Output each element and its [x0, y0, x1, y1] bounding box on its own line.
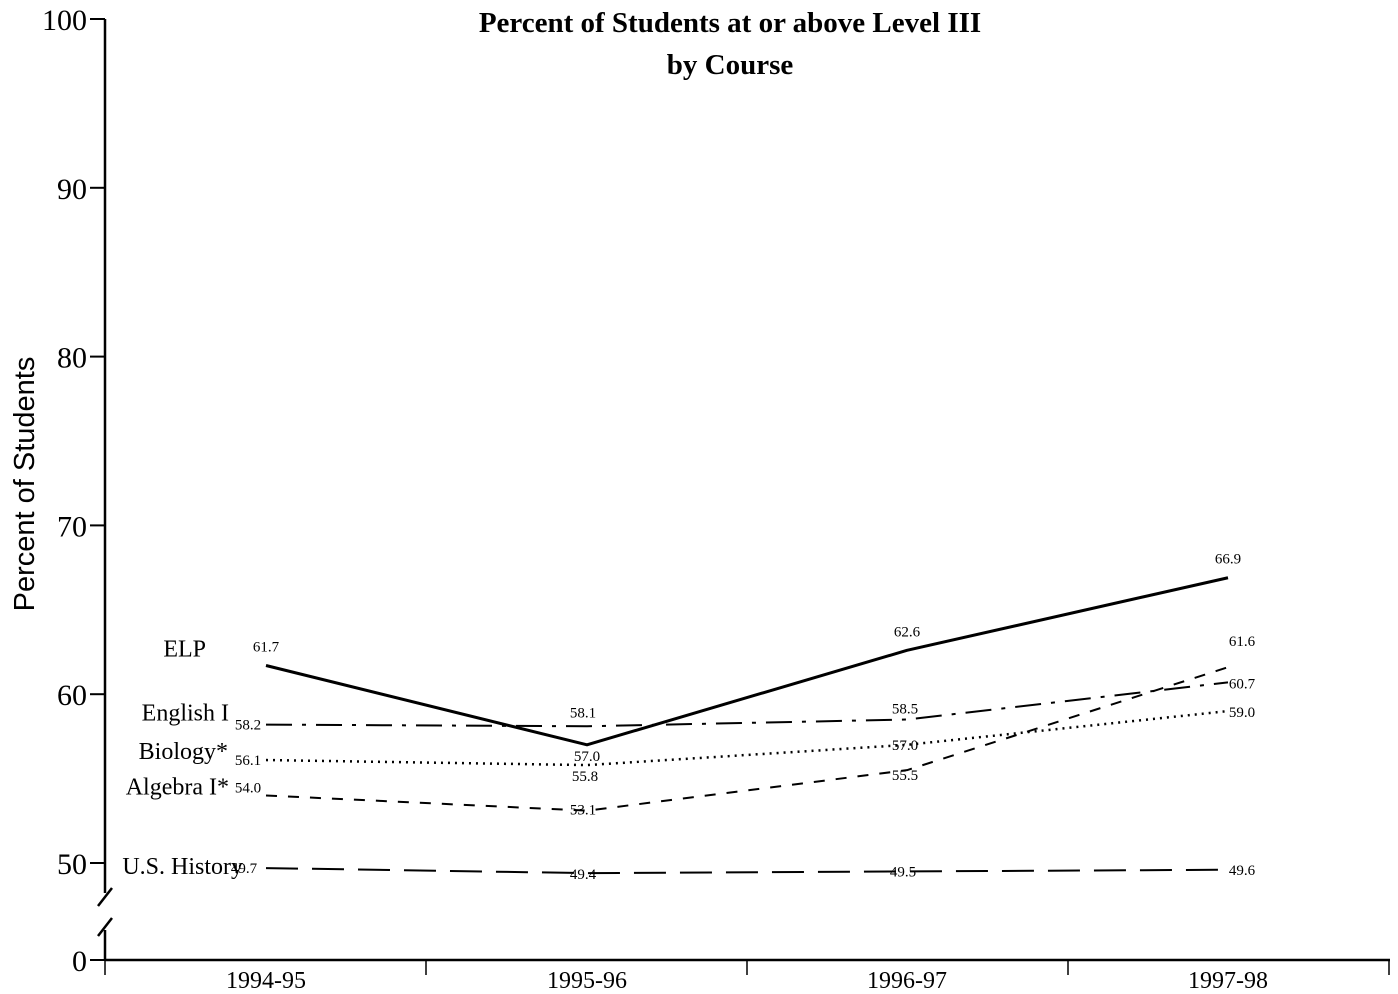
chart-title: Percent of Students at or above Level II… — [479, 7, 981, 39]
series-line — [265, 867, 1229, 875]
data-label: 54.0 — [235, 780, 261, 796]
data-label: 57.0 — [574, 749, 600, 765]
y-tick-label: 100 — [42, 4, 87, 37]
data-label: 61.6 — [1229, 634, 1256, 650]
axes: 0 50 60 70 80 90 100 1994-95 1995-96 1996-97 1997-… — [42, 4, 1390, 994]
data-label: 58.1 — [570, 705, 596, 721]
y-tick-label: 70 — [57, 510, 87, 543]
chart-subtitle: by Course — [667, 49, 794, 81]
data-label: 49.7 — [231, 861, 258, 877]
axis-break-mark-upper — [97, 887, 113, 907]
data-label: 49.4 — [570, 867, 597, 883]
series-biology: Biology* 56.1 55.8 57.0 59.0 — [139, 705, 1255, 785]
x-tick-label: 1996-97 — [867, 968, 947, 994]
y-axis-label: Percent of Students — [9, 357, 41, 612]
series-name-label: U.S. History — [122, 854, 243, 880]
data-label: 49.5 — [890, 864, 916, 880]
data-label: 59.0 — [1229, 705, 1255, 721]
series-algebra-i: Algebra I* 54.0 53.1 55.5 61.6 — [126, 634, 1256, 818]
data-label: 55.8 — [572, 769, 598, 785]
series-name-label: Algebra I* — [126, 774, 229, 800]
x-tick-label: 1997-98 — [1188, 968, 1268, 994]
y-tick-label: 60 — [57, 679, 87, 712]
x-tick-label: 1995-96 — [547, 968, 627, 994]
series-english-i: English I 58.2 58.1 58.5 60.7 — [142, 676, 1256, 733]
series-line — [265, 681, 1229, 728]
data-label: 57.0 — [892, 738, 918, 754]
series-line — [265, 576, 1229, 747]
y-tick-label: 0 — [72, 945, 87, 978]
y-tick-label: 50 — [57, 848, 87, 881]
data-label: 53.1 — [570, 803, 596, 819]
data-label: 61.7 — [253, 640, 280, 656]
axis-break-mark-lower — [97, 917, 113, 937]
series-name-label: Biology* — [139, 739, 228, 765]
data-label: 60.7 — [1229, 676, 1256, 692]
series-elp: ELP 61.7 57.0 62.6 66.9 — [163, 552, 1241, 765]
data-label: 55.5 — [892, 768, 918, 784]
data-label: 58.2 — [235, 718, 261, 734]
data-label: 49.6 — [1229, 863, 1256, 879]
series-line — [265, 666, 1229, 812]
data-label: 66.9 — [1215, 552, 1241, 568]
data-label: 62.6 — [894, 624, 921, 640]
series-name-label: ELP — [163, 637, 206, 663]
y-tick-label: 90 — [57, 173, 87, 206]
y-tick-label: 80 — [57, 342, 87, 375]
series-name-label: English I — [142, 701, 229, 727]
plot-area: ELP 61.7 57.0 62.6 66.9 English I 58.2 58.1 58.5… — [122, 552, 1255, 883]
data-label: 56.1 — [235, 753, 261, 769]
series-line — [265, 709, 1229, 767]
data-label: 58.5 — [892, 702, 918, 718]
x-tick-label: 1994-95 — [226, 968, 306, 994]
